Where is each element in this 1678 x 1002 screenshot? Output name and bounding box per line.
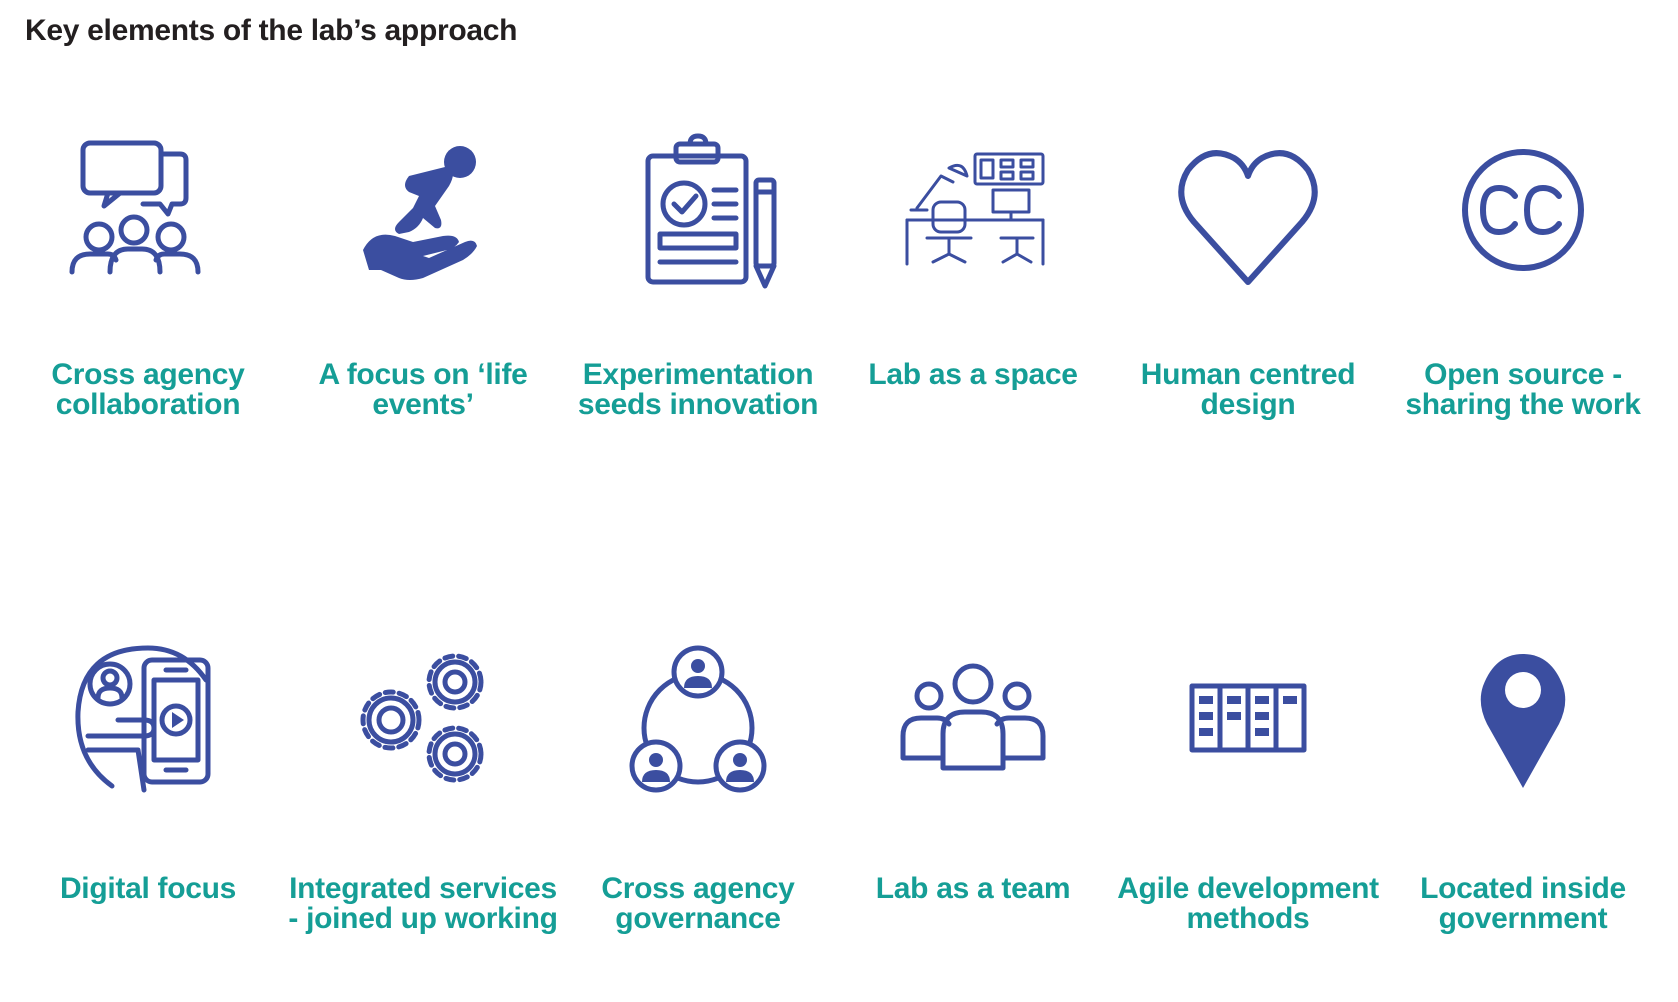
- connected-people-icon: [618, 640, 778, 800]
- element-label: Located inside government: [1420, 872, 1626, 935]
- element-label: Human centred design: [1140, 358, 1356, 421]
- baby-in-hand-icon: [343, 130, 503, 290]
- team-icon: [893, 640, 1053, 800]
- element-label: Experimentation seeds innovation: [577, 358, 819, 421]
- location-pin-icon: [1443, 640, 1603, 800]
- creative-commons-icon: [1443, 130, 1603, 290]
- element-label: Lab as a team: [875, 872, 1071, 905]
- page-title: Key elements of the lab’s approach: [25, 14, 518, 47]
- element-label: Agile development methods: [1117, 872, 1379, 935]
- smartphone-video-icon: [68, 640, 228, 800]
- gears-icon: [343, 640, 503, 800]
- element-label: Cross agency governance: [601, 872, 795, 935]
- element-label: A focus on ‘life events’: [318, 358, 528, 421]
- element-label: Integrated services - joined up working: [288, 872, 558, 935]
- element-label: Cross agency collaboration: [51, 358, 245, 421]
- element-label: Digital focus: [59, 872, 237, 905]
- chat-group-icon: [68, 130, 228, 290]
- workspace-desk-icon: [893, 130, 1053, 290]
- element-label: Open source - sharing the work: [1405, 358, 1641, 421]
- kanban-board-icon: [1168, 640, 1328, 800]
- element-label: Lab as a space: [868, 358, 1078, 391]
- clipboard-pencil-icon: [618, 130, 778, 290]
- heart-icon: [1168, 130, 1328, 290]
